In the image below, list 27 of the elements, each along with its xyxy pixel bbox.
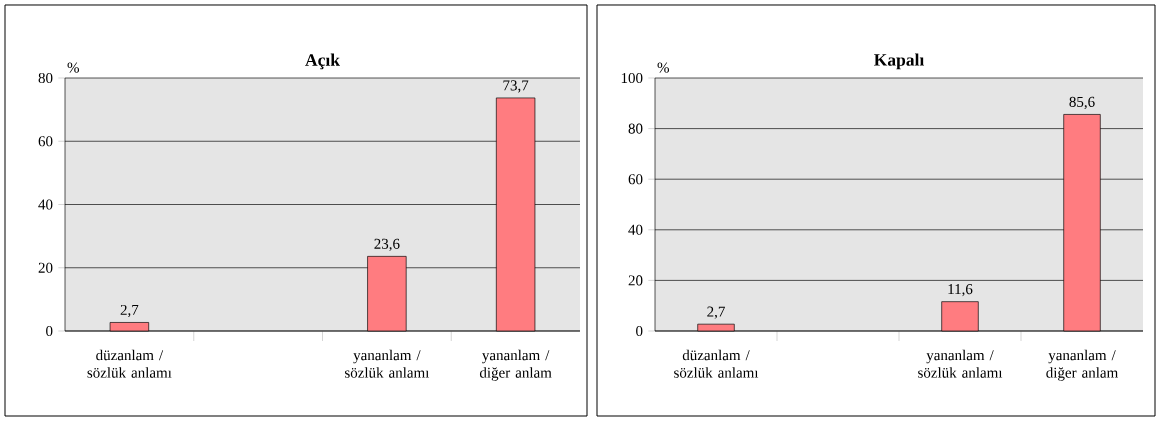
y-tick-label: 60 (628, 174, 643, 185)
y-tick-label: 40 (38, 199, 53, 210)
data-label: 73,7 (503, 80, 529, 93)
y-tick-label: 80 (38, 72, 53, 84)
x-tick-label: yananlam / diğer anlam (479, 349, 552, 381)
x-tick-label: yananlam / sözlük anlamı (345, 349, 430, 378)
data-label: 2,7 (707, 306, 725, 319)
y-tick-label: 40 (628, 224, 643, 235)
y-axis-title: % (657, 62, 669, 73)
data-label: 11,6 (948, 284, 973, 297)
data-label: 85,6 (1069, 96, 1095, 110)
y-tick-label: 60 (38, 136, 53, 147)
x-tick-label: yananlam / sözlük anlamı (918, 349, 1003, 378)
chart-title: Kapalı (874, 53, 925, 70)
y-axis-title: % (67, 62, 80, 73)
y-tick-label: 100 (621, 72, 643, 84)
y-tick-label: 20 (38, 262, 53, 273)
y-tick-label: 80 (628, 123, 643, 134)
x-tick-label: düzanlam / sözlük anlamı (674, 349, 759, 378)
y-tick-label: 0 (46, 325, 53, 337)
x-tick-label: yananlam / diğer anlam (1046, 349, 1119, 381)
chart-title: Açık (305, 53, 340, 70)
x-tick-label: düzanlam / sözlük anlamı (87, 349, 172, 378)
data-label: 2,7 (120, 304, 139, 318)
y-tick-label: 20 (628, 275, 643, 286)
data-label: 23,6 (374, 238, 400, 252)
y-tick-label: 0 (636, 325, 643, 337)
